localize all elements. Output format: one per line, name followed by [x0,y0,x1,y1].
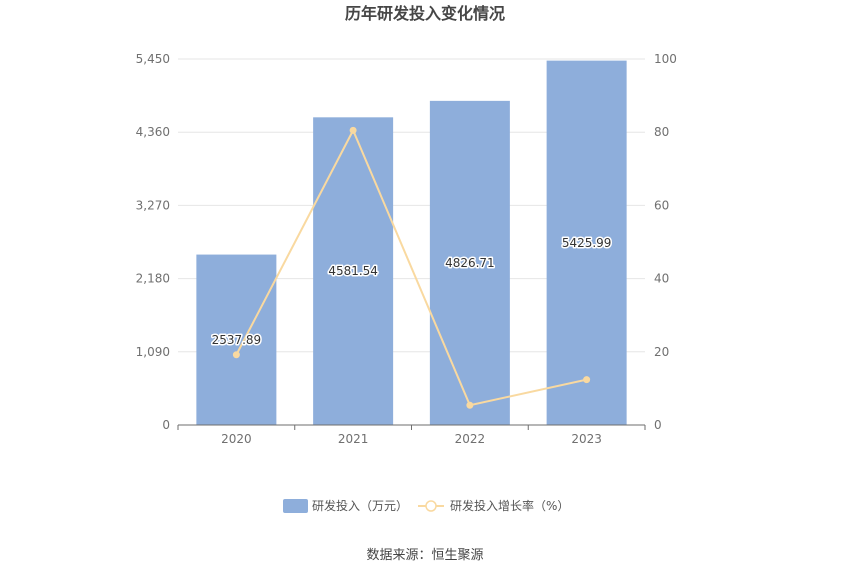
bar-2022 [429,100,510,426]
x-tick-label: 2023 [571,432,602,446]
legend-bar-label[interactable]: 研发投入（万元） [312,498,408,513]
y-right-tick-label: 40 [654,272,669,286]
legend-line-marker[interactable] [425,500,437,512]
growth-rate-point-2023 [583,376,591,384]
growth-rate-point-2022 [466,401,474,409]
bar-value-label: 4826.71 [445,256,495,270]
bar-value-label: 4581.54 [328,264,378,278]
y-left-tick-label: 0 [162,418,170,432]
y-left-tick-label: 5,450 [136,52,170,66]
bar-value-label: 2537.89 [212,333,262,347]
legend-line-label[interactable]: 研发投入增长率（%） [450,498,569,513]
chart-title: 历年研发投入变化情况 [345,4,505,23]
x-tick-label: 2021 [338,432,369,446]
growth-rate-point-2021 [349,126,357,134]
y-left-tick-label: 4,360 [136,125,170,139]
bar-series [196,60,627,426]
y-left-tick-label: 1,090 [136,345,170,359]
y-right-tick-label: 20 [654,345,669,359]
x-tick-label: 2022 [455,432,486,446]
y-left-tick-label: 3,270 [136,198,170,212]
y-right-tick-label: 0 [654,418,662,432]
bar-value-label: 5425.99 [562,236,612,250]
legend-bar-swatch[interactable] [283,499,308,513]
y-right-tick-label: 100 [654,52,677,66]
y-right-tick-label: 60 [654,198,669,212]
bar-2023 [546,60,627,425]
legend[interactable]: 研发投入（万元） 研发投入增长率（%） [283,498,569,513]
bar-data-labels: 2537.89 4581.54 4826.71 5425.99 [210,234,613,348]
y-left-tick-label: 2,180 [136,272,170,286]
bar-2020 [196,254,277,425]
y-right-tick-label: 80 [654,125,669,139]
bar-2021 [313,117,394,425]
x-tick-label: 2020 [221,432,252,446]
data-source: 数据来源：恒生聚源 [366,548,483,563]
growth-rate-point-2020 [232,351,240,359]
growth-rate-line [235,128,587,407]
axes: 0 1,090 2,180 3,270 4,360 5,450 0 20 40 60 80 100 20… [136,52,677,446]
line-series [232,126,591,409]
